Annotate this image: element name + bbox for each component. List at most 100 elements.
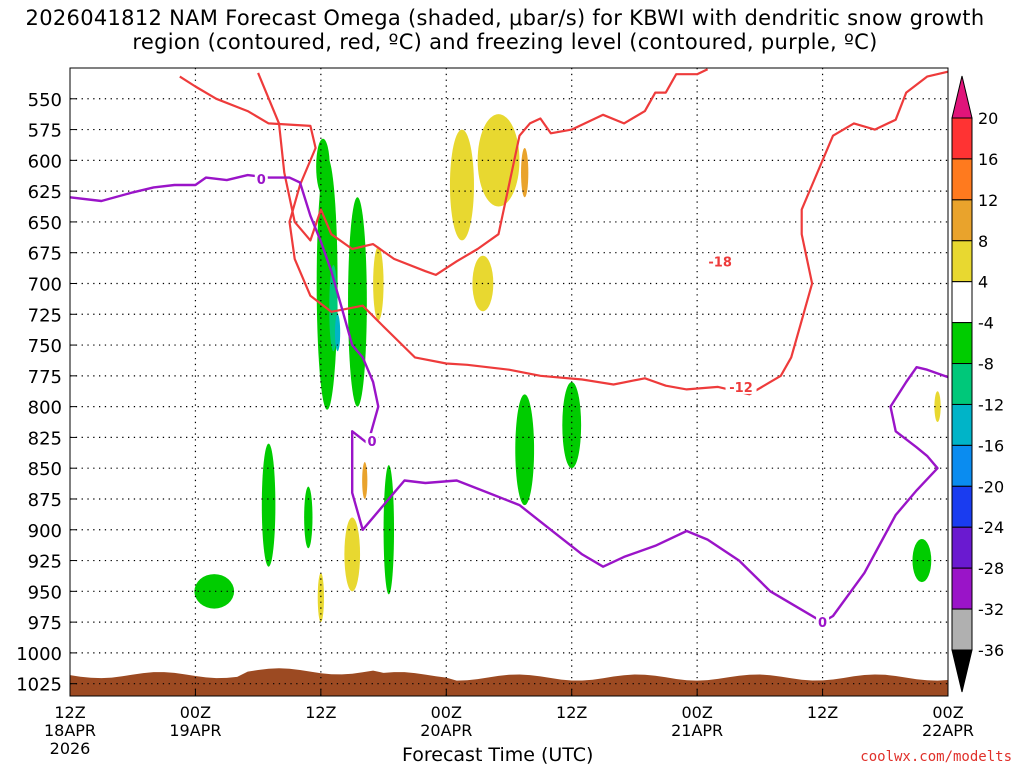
contour-label-minus18: -18 — [708, 255, 732, 270]
colorbar-label: 8 — [978, 232, 988, 251]
dendritic-contour-minus18 — [257, 68, 709, 276]
omega-region-negative-11 — [334, 314, 341, 352]
colorbar-bin-5 — [951, 322, 973, 365]
colorbar: 20 16 12 8 4 -4 -8 -12 -16 -20 -24 -28 -32 -36 — [951, 75, 1004, 693]
colorbar-bin-2 — [951, 199, 973, 242]
colorbar-label: 16 — [978, 150, 998, 169]
colorbar-bin-11 — [951, 567, 973, 610]
contour-label-minus12: -12 — [729, 381, 753, 396]
colorbar-label: -32 — [978, 600, 1004, 619]
omega-region-positive-19 — [521, 148, 529, 198]
y-tick-label: 675 — [28, 244, 62, 265]
y-tick-label: 950 — [28, 582, 62, 603]
x-tick-date-label: 19APR — [169, 721, 221, 740]
colorbar-bin-3 — [951, 240, 973, 283]
x-tick-date-label: 22APR — [922, 721, 974, 740]
colorbar-label: -8 — [978, 355, 994, 374]
omega-region-negative-2 — [316, 138, 330, 195]
colorbar-label: -24 — [978, 518, 1004, 537]
x-tick-date-label: 18APR — [44, 721, 96, 740]
contour-label-freezing: 0 — [818, 616, 827, 631]
omega-region-negative-7 — [515, 394, 535, 506]
y-tick-label: 1025 — [16, 675, 62, 696]
colorbar-bin-8 — [951, 444, 973, 487]
colorbar-bin-7 — [951, 403, 973, 446]
omega-region-positive-12 — [449, 129, 474, 241]
contour-label-minus12-bg — [725, 378, 757, 394]
contour-label-minus18-bg — [704, 253, 736, 269]
omega-region-positive-17 — [317, 572, 324, 623]
omega-region-negative-9 — [912, 539, 932, 583]
x-tick-year-label: 2026 — [50, 739, 91, 758]
colorbar-bin-6 — [951, 363, 973, 405]
y-tick-label: 1000 — [16, 644, 62, 665]
omega-region-negative-1 — [348, 197, 367, 407]
axes: 550 575 600 625 650 675 700 725 750 775 800 825 850 8… — [16, 67, 974, 758]
x-tick-label: 00Z — [180, 703, 211, 722]
colorbar-label: -4 — [978, 314, 994, 333]
omega-region-positive-20 — [362, 462, 368, 499]
x-tick-date-label: 21APR — [671, 721, 723, 740]
x-tick-date-label: 20APR — [420, 721, 472, 740]
colorbar-label: -36 — [978, 641, 1004, 660]
x-tick-label: 00Z — [681, 703, 712, 722]
y-tick-label: 725 — [28, 305, 62, 326]
omega-region-negative-6 — [383, 465, 395, 595]
x-tick-label: 00Z — [431, 703, 462, 722]
freezing-level-contour — [69, 173, 949, 624]
colorbar-bin-12 — [951, 608, 973, 651]
y-tick-label: 975 — [28, 613, 62, 634]
contour-label-freezing-bg — [365, 433, 379, 449]
colorbar-bin-9 — [951, 485, 973, 528]
y-tick-label: 625 — [28, 182, 62, 203]
omega-region-positive-16 — [344, 517, 361, 592]
y-tick-label: 825 — [28, 428, 62, 449]
x-tick-label: 12Z — [556, 703, 587, 722]
contour-label-freezing: 0 — [257, 173, 266, 188]
y-tick-label: 900 — [28, 521, 62, 542]
colorbar-bin-1 — [951, 158, 973, 201]
colorbar-label: -28 — [978, 559, 1004, 578]
colorbar-top-arrow — [951, 75, 973, 119]
colorbar-label: -20 — [978, 477, 1004, 496]
colorbar-label: -12 — [978, 395, 1004, 414]
x-axis-label: Forecast Time (UTC) — [402, 744, 594, 766]
y-tick-label: 875 — [28, 490, 62, 511]
y-tick-label: 925 — [28, 552, 62, 573]
y-tick-label: 750 — [28, 336, 62, 357]
chart-title: 2026041812 NAM Forecast Omega (shaded, μ… — [25, 6, 985, 54]
y-tick-label: 575 — [28, 121, 62, 142]
x-tick-label: 12Z — [807, 703, 838, 722]
plot-frame — [69, 67, 949, 697]
x-tick-label: 12Z — [305, 703, 336, 722]
omega-region-negative-4 — [261, 443, 276, 567]
y-tick-label: 775 — [28, 367, 62, 388]
colorbar-label: 20 — [978, 109, 998, 128]
omega-region-negative-8 — [562, 382, 582, 469]
y-tick-label: 600 — [28, 151, 62, 172]
colorbar-label: 4 — [978, 273, 988, 292]
contour-label-freezing: 0 — [368, 435, 377, 450]
omega-shading — [194, 114, 941, 623]
colorbar-bottom-arrow — [951, 649, 973, 693]
y-tick-label: 850 — [28, 459, 62, 480]
colorbar-label: 12 — [978, 191, 998, 210]
y-tick-label: 700 — [28, 274, 62, 295]
omega-region-positive-18 — [934, 391, 941, 423]
contour-label-freezing-bg — [254, 170, 268, 186]
contours: -18 -12 0 0 0 — [69, 68, 949, 631]
colorbar-bin-4 — [951, 281, 973, 324]
colorbar-bin-0 — [951, 117, 973, 160]
ground-surface — [70, 668, 948, 696]
colorbar-bin-10 — [951, 526, 973, 569]
y-tick-label: 650 — [28, 213, 62, 234]
x-tick-label: 00Z — [932, 703, 963, 722]
y-tick-label: 550 — [28, 90, 62, 111]
credit-text: coolwx.com/modelts — [860, 749, 1012, 765]
omega-region-negative-3 — [194, 574, 235, 609]
colorbar-label: -16 — [978, 436, 1004, 455]
dendritic-contour-minus12 — [179, 70, 949, 396]
omega-region-negative-5 — [304, 486, 313, 549]
ground-polygon — [70, 668, 948, 696]
contour-label-freezing-bg — [816, 614, 830, 630]
